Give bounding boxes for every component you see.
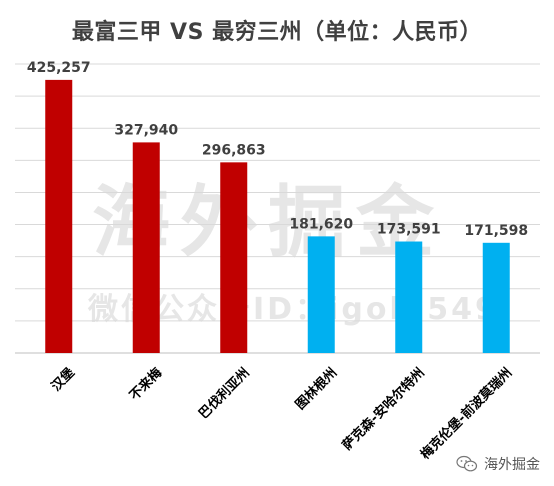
bar <box>220 162 248 353</box>
bar <box>482 242 510 353</box>
x-tick-label: 巴伐利亚州 <box>196 365 253 422</box>
x-tick-label: 萨克森-安哈尔特州 <box>339 365 428 454</box>
data-label: 173,591 <box>377 222 441 238</box>
x-tick-label: 梅克伦堡-前波莫瑞州 <box>417 365 515 463</box>
data-label: 327,940 <box>114 122 178 138</box>
data-label: 171,598 <box>464 223 528 239</box>
data-label: 296,863 <box>202 142 266 158</box>
chart-title: 最富三甲 VS 最穷三州（单位：人民币） <box>71 20 483 45</box>
data-label: 181,620 <box>289 216 353 232</box>
x-tick-label: 图林根州 <box>292 365 340 413</box>
footer-brand: 海外掘金 <box>456 454 540 474</box>
wechat-icon <box>456 455 478 472</box>
bar <box>395 241 423 353</box>
x-tick-label: 汉堡 <box>48 365 78 395</box>
bar <box>45 79 73 353</box>
data-label: 425,257 <box>27 60 91 76</box>
bar <box>132 142 160 353</box>
bar <box>307 236 335 353</box>
x-tick-label: 不来梅 <box>126 365 165 404</box>
footer-brand-label: 海外掘金 <box>484 457 540 473</box>
